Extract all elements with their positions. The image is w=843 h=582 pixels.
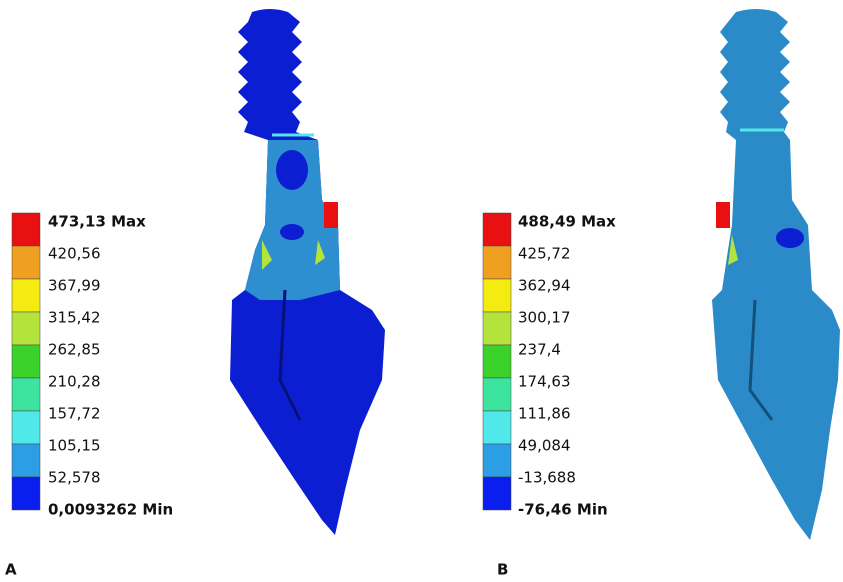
legend-label: 49,084: [518, 437, 571, 455]
legend-label: 300,17: [518, 309, 571, 327]
legend-swatch: [483, 444, 511, 477]
legend-label: 425,72: [518, 245, 571, 263]
legend-swatch: [483, 411, 511, 444]
panel-label: B: [497, 561, 508, 579]
legend-label: -76,46 Min: [518, 501, 608, 519]
legend-swatch: [12, 279, 40, 312]
legend-swatch: [12, 477, 40, 510]
legend-label: 473,13 Max: [48, 213, 146, 231]
legend-swatch: [12, 411, 40, 444]
legend-label: 52,578: [48, 469, 101, 487]
legend-label: 315,42: [48, 309, 101, 327]
implant-a: [230, 9, 385, 535]
legend-label: 362,94: [518, 277, 571, 295]
legend-swatch: [483, 279, 511, 312]
legend-swatch: [12, 246, 40, 279]
panel-label: A: [5, 561, 17, 579]
legend-label: 367,99: [48, 277, 101, 295]
legend-label: 210,28: [48, 373, 101, 391]
legend-label: 237,4: [518, 341, 561, 359]
legend-swatch: [483, 312, 511, 345]
legend-swatch: [483, 246, 511, 279]
legend-label: 105,15: [48, 437, 101, 455]
legend-label: 262,85: [48, 341, 101, 359]
legend-label: 0,0093262 Min: [48, 501, 173, 519]
legend-swatch: [483, 477, 511, 510]
legend-swatch: [12, 312, 40, 345]
legend-label: 420,56: [48, 245, 101, 263]
legend-swatch: [12, 378, 40, 411]
legend-label: 157,72: [48, 405, 101, 423]
legend-swatch: [12, 213, 40, 246]
legend-swatch: [483, 213, 511, 246]
legend-label: 174,63: [518, 373, 571, 391]
legend-swatch: [12, 345, 40, 378]
legend-label: 111,86: [518, 405, 571, 423]
legend-label: 488,49 Max: [518, 213, 616, 231]
legend-swatch: [12, 444, 40, 477]
legend-swatch: [483, 378, 511, 411]
legend-swatch: [483, 345, 511, 378]
implant-b: [712, 9, 840, 540]
legend-label: -13,688: [518, 469, 576, 487]
figure: 473,13 Max 420,56 367,99 315,42 262,85 210,28…: [0, 0, 843, 582]
